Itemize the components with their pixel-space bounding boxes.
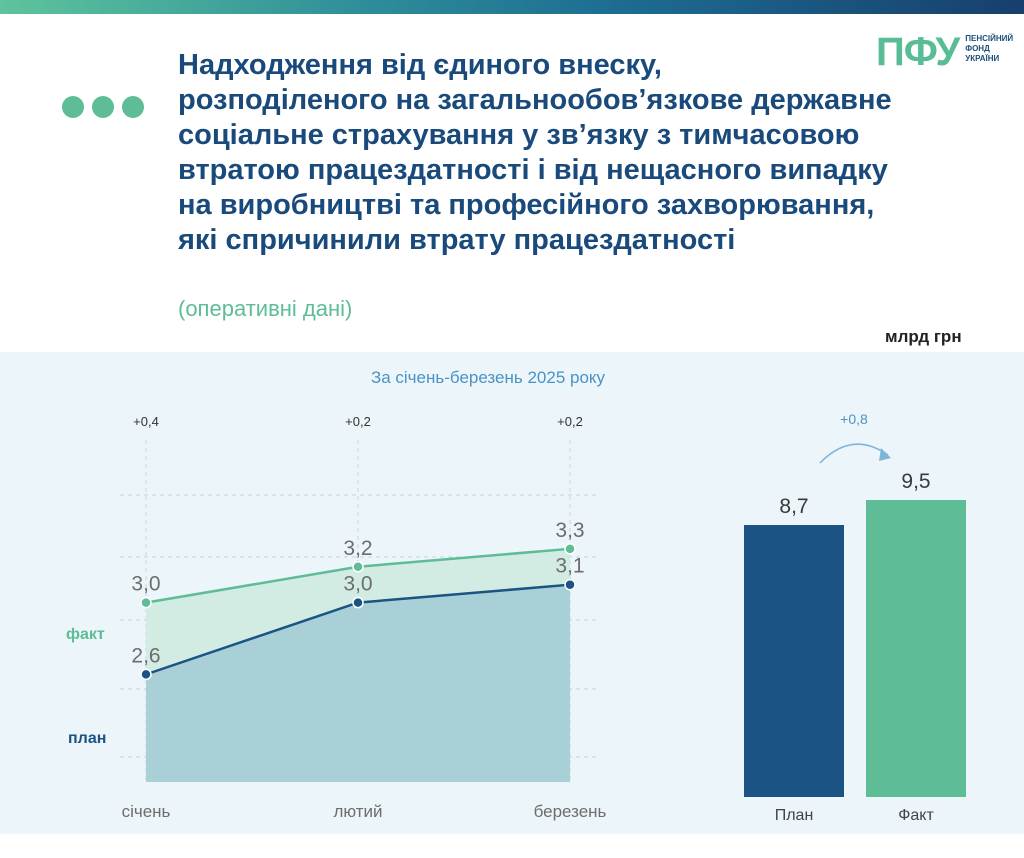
plan-area <box>146 584 570 782</box>
title-line: на виробництві та професійного захворюва… <box>178 189 875 221</box>
difference-arrow <box>819 443 889 464</box>
plan-value-label: 2,6 <box>131 644 160 667</box>
logo-text-line: УКРАЇНИ <box>965 54 1000 63</box>
title-line: втратою працездатності і від нещасного в… <box>178 154 888 186</box>
series-label-plan: план <box>68 730 106 747</box>
x-tick-label: січень <box>122 802 171 821</box>
fakt-value-label: 3,0 <box>131 573 160 596</box>
top-gradient-bar <box>0 0 1024 14</box>
bar-category-label: Факт <box>898 807 934 824</box>
bar-difference-label: +0,8 <box>840 411 868 427</box>
x-tick-label: березень <box>534 802 607 821</box>
logo-text-line: ФОНД <box>965 44 990 53</box>
fakt-point <box>564 543 576 555</box>
bar-category-label: План <box>775 807 814 824</box>
difference-label: +0,2 <box>557 414 583 429</box>
fakt-value-label: 3,2 <box>343 537 372 560</box>
series-label-fakt: факт <box>66 626 105 643</box>
plan-value-label: 3,1 <box>555 555 584 578</box>
plan-point <box>564 578 576 591</box>
fakt-point <box>352 561 364 573</box>
difference-label: +0,4 <box>133 414 159 429</box>
pfu-logo: ПФУ ПЕНСІЙНИЙ ФОНД УКРАЇНИ <box>876 30 1013 74</box>
dot <box>122 96 144 118</box>
logo-text: ПЕНСІЙНИЙ ФОНД УКРАЇНИ <box>965 34 1013 64</box>
title-line: соціальне страхування у зв’язку з тимчас… <box>178 119 860 151</box>
bar-value-label: 9,5 <box>901 470 930 493</box>
bar <box>866 500 966 797</box>
bar <box>744 525 844 797</box>
bottom-strip <box>0 834 1024 858</box>
decorative-dots <box>62 96 144 118</box>
subtitle: (оперативні дані) <box>178 296 353 321</box>
fakt-area <box>146 548 570 675</box>
difference-label: +0,2 <box>345 414 371 429</box>
period-label: За січень-березень 2025 року <box>370 368 606 387</box>
unit-label: млрд грн <box>885 327 962 346</box>
dot <box>62 96 84 118</box>
plan-value-label: 3,0 <box>343 573 372 596</box>
fakt-value-label: 3,3 <box>555 519 584 542</box>
logo-mark: ПФУ <box>876 30 960 74</box>
difference-arrowhead <box>879 448 891 461</box>
plan-point <box>140 668 152 681</box>
plan-point <box>352 596 364 609</box>
title-line: які спричинили втрату працездатності <box>178 224 736 256</box>
title-line: Надходження від єдиного внеску, <box>178 49 662 81</box>
fakt-point <box>140 596 152 609</box>
page-title: Надходження від єдиного внеску, розподіл… <box>178 48 958 258</box>
bar-value-label: 8,7 <box>779 495 808 518</box>
logo-text-line: ПЕНСІЙНИЙ <box>965 34 1014 43</box>
x-tick-label: лютий <box>333 802 382 821</box>
title-line: розподіленого на загальнообов’язкове дер… <box>178 84 892 116</box>
dot <box>92 96 114 118</box>
